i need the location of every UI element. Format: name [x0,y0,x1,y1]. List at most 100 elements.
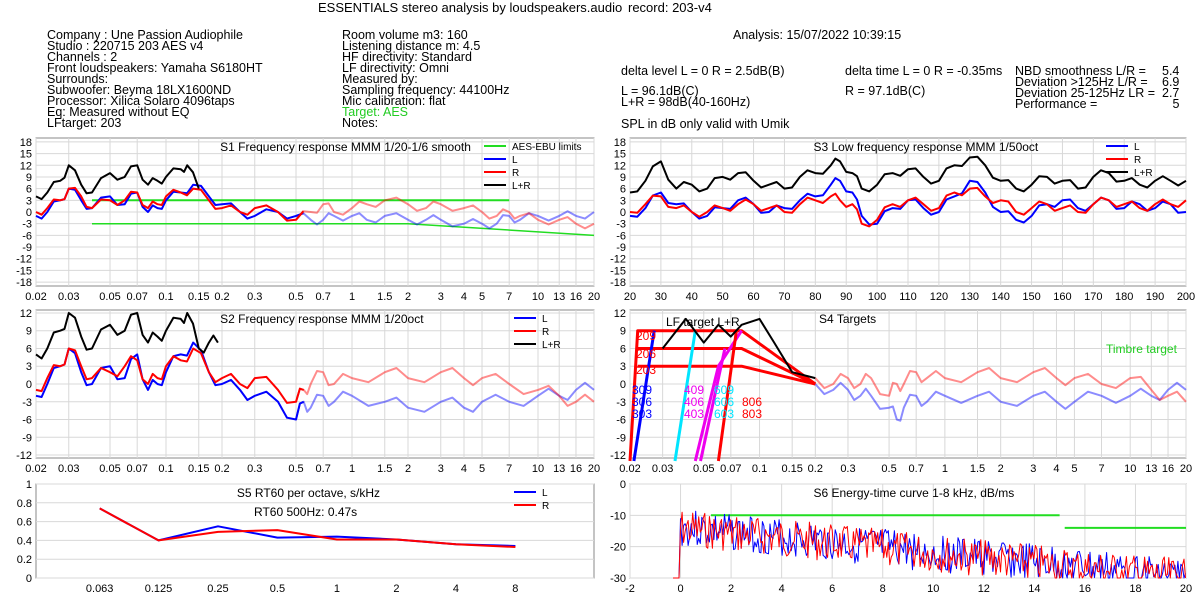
x-tick-label: 5 [479,463,485,475]
x-tick-label: 0.3 [247,291,262,303]
delta-level: delta level L = 0 R = 2.5dB(B) [621,64,785,78]
x-tick-label: -2 [625,583,635,595]
stat-nbd-value: 5.4 [1162,64,1180,78]
info-mic-calibration: Mic calibration: flat [342,94,446,108]
series-r-line-hf [814,367,1187,403]
x-tick-label: 0.02 [619,463,640,475]
x-tick-label: 0.1 [158,291,173,303]
info-lf-directivity: LF directivity: Omni [342,61,449,75]
x-tick-label: 2 [728,583,734,595]
series-l-line-hf [814,381,1187,422]
chart-title: S5 RT60 per octave, s/kHz [237,486,380,500]
target-label: 403 [684,407,704,421]
y-tick-label: 0.2 [17,554,32,566]
y-tick-label: 0 [26,207,32,219]
y-tick-label: -12 [16,254,32,266]
x-tick-label: 0.3 [247,463,262,475]
y-tick-label: -9 [22,242,32,254]
x-tick-label: 0.03 [58,463,79,475]
lf-target-curve [637,347,816,386]
x-tick-label: 2 [405,291,411,303]
x-tick-label: 1.5 [970,463,985,475]
y-tick-label: -9 [616,432,626,444]
x-tick-label: 6 [829,583,835,595]
info-processor: Processor: Xilica Solaro 4096taps [47,94,235,108]
info-lf-target: LFtarget: 203 [47,116,122,130]
y-tick-label: -20 [610,542,626,554]
y-tick-label: 15 [614,149,626,161]
timbre-target-label: Timbre target [1106,342,1178,356]
series-lr-line [35,312,219,360]
x-tick-label: 0.5 [288,291,303,303]
x-tick-label: 0.15 [188,291,209,303]
x-tick-label: 1 [349,291,355,303]
x-tick-label: 0.07 [126,291,147,303]
x-tick-label: 0 [677,583,683,595]
y-tick-label: -3 [22,397,32,409]
x-tick-label: 0.05 [693,463,714,475]
y-tick-label: 3 [26,195,32,207]
x-tick-label: 0.063 [86,583,114,595]
y-tick-label: 9 [26,326,32,338]
legend-label: R [542,327,549,338]
series-l-line-hf [295,381,595,420]
x-tick-label: 110 [899,291,917,303]
y-tick-label: -6 [22,230,32,242]
x-tick-label: 0.05 [99,463,120,475]
target-label: 303 [632,407,652,421]
y-tick-label: 12 [20,160,32,172]
x-tick-label: 30 [655,291,667,303]
x-tick-label: 13 [1145,463,1157,475]
series-r-line-hf [295,196,595,230]
y-tick-label: 9 [620,326,626,338]
y-tick-label: 9 [620,172,626,184]
y-tick-label: -10 [610,510,626,522]
x-tick-label: 14 [1028,583,1040,595]
x-tick-label: 0.7 [909,463,924,475]
x-tick-label: 20 [1180,463,1192,475]
plot-frame [35,483,595,579]
x-tick-label: 0.03 [652,463,673,475]
y-tick-label: 1 [26,479,32,491]
x-tick-label: 150 [1022,291,1040,303]
x-tick-label: 1 [349,463,355,475]
delta-time: delta time L = 0 R = -0.35ms [845,64,1003,78]
y-tick-label: 6 [26,184,32,196]
stat-nbd-label: NBD smoothness L/R = [1015,64,1146,78]
legend-label: R [1134,155,1141,166]
x-tick-label: 0.02 [25,463,46,475]
target-label: 609 [714,383,734,397]
info-surrounds: Surrounds: [47,72,109,86]
target-label: 203 [636,363,656,377]
lf-target-curve [637,364,816,386]
stat-dev-high-label: Deviation >125Hz L/R = [1015,75,1148,89]
room-info-column: Room volume m3: 160 Listening distance m… [342,29,509,130]
level-right: R = 97.1dB(C) [845,84,926,98]
lf-target-lr-curve [661,317,816,380]
target-label: 206 [636,347,656,361]
target-label: 803 [742,407,762,421]
y-tick-label: -6 [616,230,626,242]
series-r-line [35,347,305,404]
x-tick-label: 8 [512,583,518,595]
x-tick-label: 0.3 [840,463,855,475]
y-tick-label: 0.8 [17,498,32,510]
info-channels: Channels : 2 [47,50,118,64]
x-tick-label: 7 [1098,463,1104,475]
x-tick-label: 0.2 [214,291,229,303]
legend-label: L+R [1134,168,1153,179]
target-label: 409 [684,383,704,397]
x-tick-label: 5 [1071,463,1077,475]
level-left-right: L+R = 98dB(40-160Hz) [621,95,751,109]
y-tick-label: 3 [620,195,626,207]
x-tick-label: 170 [1084,291,1102,303]
x-tick-label: 190 [1146,291,1164,303]
target-label: 306 [632,395,652,409]
y-tick-label: -12 [610,254,626,266]
x-tick-label: 1 [334,583,340,595]
y-tick-label: -12 [16,450,32,462]
x-tick-label: 20 [624,291,636,303]
